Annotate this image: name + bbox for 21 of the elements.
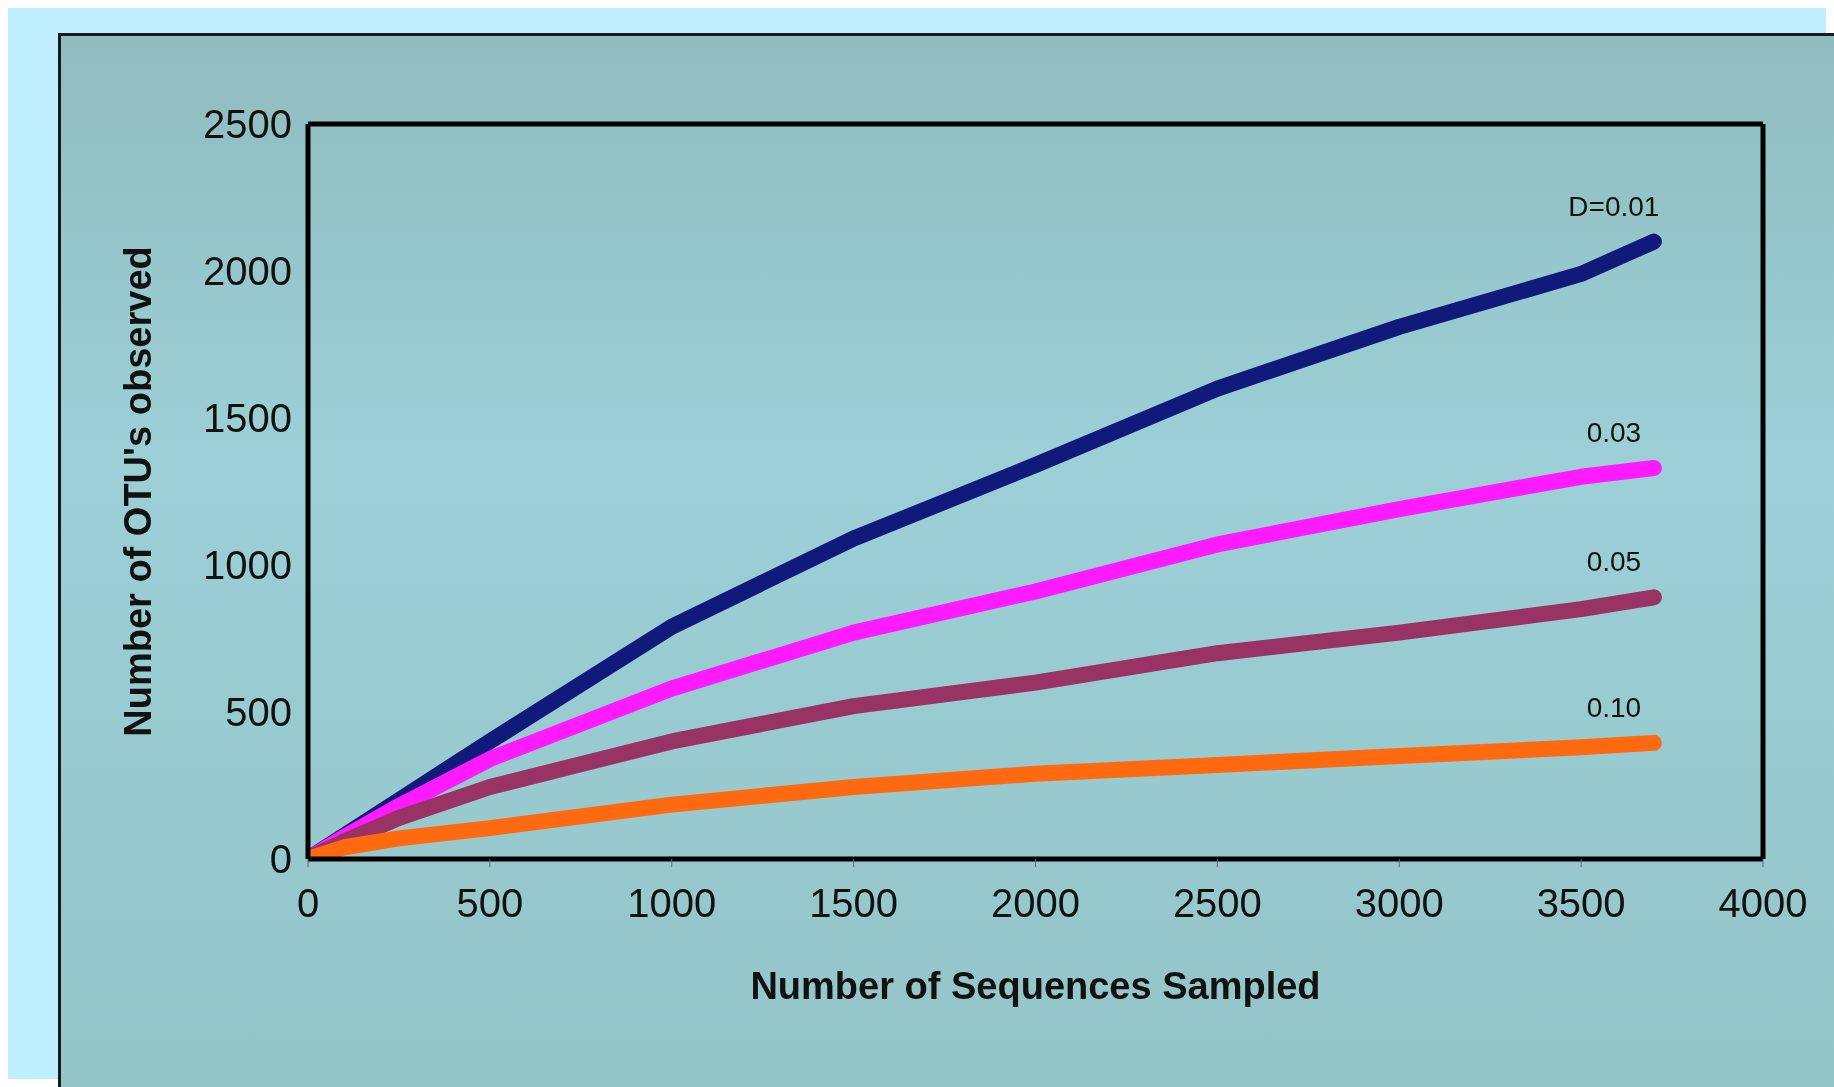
series-label: D=0.01 [1568,190,1660,222]
x-tick-label: 3500 [1536,881,1626,926]
series-label: 0.10 [1586,691,1642,723]
y-tick-label: 2000 [203,249,292,294]
x-tick-label: 2500 [1172,881,1262,926]
series-label: 0.03 [1586,416,1642,448]
x-tick-label: 1000 [627,881,717,926]
x-tick-label: 500 [456,881,524,926]
x-axis-title: Number of Sequences Sampled [750,965,1321,1007]
y-axis-title: Number of OTU's observed [117,246,160,737]
x-tick-label: 1500 [809,881,899,926]
x-tick-label: 0 [296,881,320,926]
y-tick-label: 500 [225,690,292,735]
series-label: 0.05 [1586,546,1642,578]
y-tick-label: 0 [269,837,292,882]
x-tick-label: 3000 [1354,881,1444,926]
y-tick-label: 1500 [203,396,292,441]
x-tick-label: 4000 [1718,881,1808,926]
y-tick-label: 2500 [203,102,292,147]
x-tick-label: 2000 [991,881,1080,926]
y-tick-label: 1000 [203,543,292,588]
